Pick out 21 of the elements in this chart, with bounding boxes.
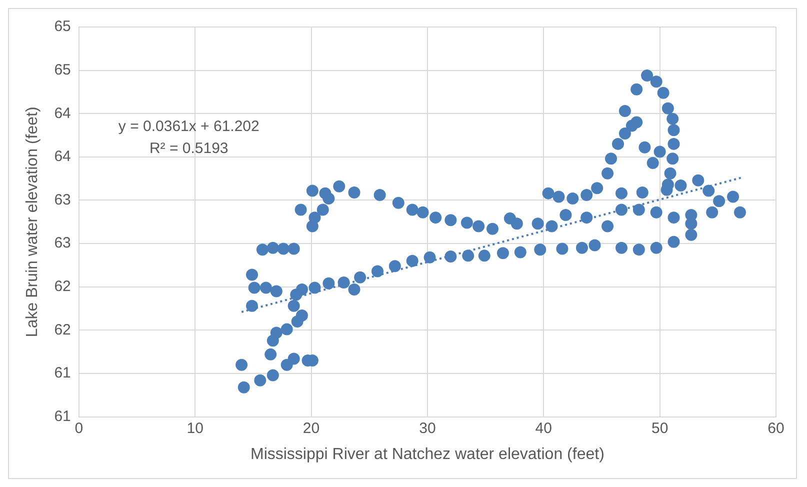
annotation: y = 0.0361x + 61.202 xyxy=(118,118,260,135)
y-tick-label: 64 xyxy=(54,104,71,122)
y-tick-label: 65 xyxy=(54,18,71,36)
y-tick-label: 61 xyxy=(54,364,71,382)
y-tick-label: 64 xyxy=(54,148,71,166)
x-tick-label: 10 xyxy=(186,420,204,437)
y-tick-label: 63 xyxy=(54,234,71,252)
y-tick-label: 62 xyxy=(54,321,71,338)
x-tick-label: 60 xyxy=(768,420,784,437)
x-tick-label: 40 xyxy=(535,420,552,437)
x-tick-label: 20 xyxy=(302,420,320,437)
y-tick-label: 61 xyxy=(54,408,71,425)
y-tick-label: 65 xyxy=(54,61,71,78)
annotation: R² = 0.5193 xyxy=(149,140,228,157)
x-tick-label: 50 xyxy=(651,420,668,437)
y-axis-title: Lake Bruin water elevation (feet) xyxy=(24,106,42,338)
x-axis-title: Mississippi River at Natchez water elevation (feet) xyxy=(250,446,604,463)
x-tick-label: 0 xyxy=(74,420,84,437)
y-tick-label: 63 xyxy=(54,191,71,208)
y-tick-label: 62 xyxy=(54,278,71,296)
x-tick-label: 30 xyxy=(419,420,436,437)
